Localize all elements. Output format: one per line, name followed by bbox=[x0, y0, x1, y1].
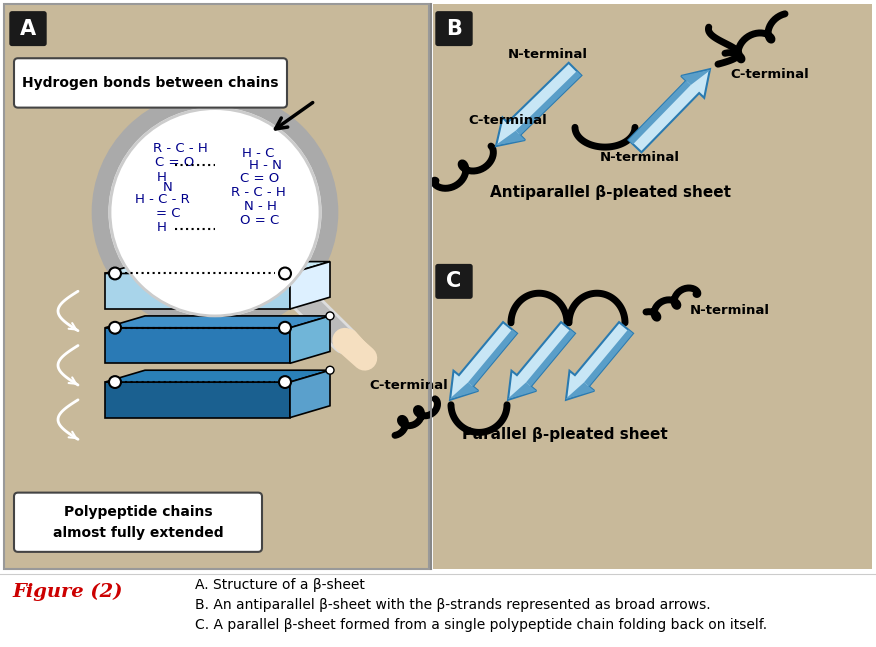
Text: O = C: O = C bbox=[240, 214, 279, 226]
Text: C = O: C = O bbox=[240, 172, 279, 185]
Polygon shape bbox=[290, 370, 330, 417]
Text: C. A parallel β-sheet formed from a single polypeptide chain folding back on its: C. A parallel β-sheet formed from a sing… bbox=[195, 618, 767, 632]
Polygon shape bbox=[526, 329, 575, 386]
Circle shape bbox=[109, 322, 121, 334]
FancyBboxPatch shape bbox=[14, 58, 287, 107]
Polygon shape bbox=[682, 70, 710, 85]
Circle shape bbox=[109, 268, 121, 280]
Polygon shape bbox=[290, 316, 330, 364]
Polygon shape bbox=[290, 261, 330, 309]
Text: H: H bbox=[157, 171, 167, 184]
Text: B: B bbox=[446, 19, 462, 39]
Text: C = O: C = O bbox=[155, 157, 194, 170]
Circle shape bbox=[279, 268, 291, 280]
Polygon shape bbox=[105, 316, 330, 328]
Polygon shape bbox=[105, 261, 330, 274]
Polygon shape bbox=[105, 370, 330, 382]
FancyBboxPatch shape bbox=[10, 12, 46, 45]
Circle shape bbox=[326, 312, 334, 320]
Polygon shape bbox=[628, 69, 710, 152]
Text: N - H: N - H bbox=[244, 200, 277, 213]
Text: A: A bbox=[20, 19, 36, 39]
Text: R - C - H: R - C - H bbox=[152, 142, 208, 155]
Text: N-terminal: N-terminal bbox=[690, 305, 770, 318]
Polygon shape bbox=[495, 131, 525, 146]
Text: R - C - H: R - C - H bbox=[230, 186, 286, 199]
Polygon shape bbox=[105, 274, 290, 309]
FancyBboxPatch shape bbox=[14, 492, 262, 552]
Polygon shape bbox=[584, 329, 633, 386]
Circle shape bbox=[326, 366, 334, 374]
Polygon shape bbox=[565, 382, 594, 399]
Polygon shape bbox=[105, 328, 290, 364]
Text: Antiparallel β-pleated sheet: Antiparallel β-pleated sheet bbox=[490, 185, 731, 200]
Text: H - C: H - C bbox=[242, 146, 274, 160]
Text: C-terminal: C-terminal bbox=[730, 67, 809, 80]
Polygon shape bbox=[507, 382, 536, 399]
Text: C: C bbox=[447, 271, 462, 291]
Text: = C: = C bbox=[156, 207, 180, 220]
Text: A. Structure of a β-sheet: A. Structure of a β-sheet bbox=[195, 578, 365, 591]
Bar bbox=[433, 4, 872, 569]
Polygon shape bbox=[628, 81, 691, 144]
Text: Figure (2): Figure (2) bbox=[12, 582, 123, 601]
Circle shape bbox=[279, 376, 291, 388]
Polygon shape bbox=[468, 329, 517, 386]
Circle shape bbox=[110, 109, 320, 316]
Text: N-terminal: N-terminal bbox=[600, 151, 680, 164]
FancyBboxPatch shape bbox=[436, 12, 472, 45]
Bar bbox=[4, 4, 429, 569]
FancyBboxPatch shape bbox=[436, 265, 472, 298]
Polygon shape bbox=[450, 322, 517, 400]
Polygon shape bbox=[105, 382, 290, 417]
Circle shape bbox=[279, 322, 291, 334]
Polygon shape bbox=[566, 322, 633, 400]
Text: Parallel β-pleated sheet: Parallel β-pleated sheet bbox=[463, 427, 668, 442]
Text: Hydrogen bonds between chains: Hydrogen bonds between chains bbox=[22, 76, 279, 90]
Text: H - C - R: H - C - R bbox=[135, 193, 189, 206]
Polygon shape bbox=[508, 322, 575, 400]
Polygon shape bbox=[516, 71, 582, 135]
Text: H: H bbox=[157, 221, 167, 234]
Text: N-terminal: N-terminal bbox=[508, 48, 588, 61]
Text: Polypeptide chains
almost fully extended: Polypeptide chains almost fully extended bbox=[53, 505, 223, 540]
Circle shape bbox=[100, 99, 330, 326]
Text: N: N bbox=[163, 181, 173, 194]
Text: B. An antiparallel β-sheet with the β-strands represented as broad arrows.: B. An antiparallel β-sheet with the β-st… bbox=[195, 598, 710, 612]
Circle shape bbox=[109, 376, 121, 388]
Text: C-terminal: C-terminal bbox=[468, 114, 547, 127]
Text: C-terminal: C-terminal bbox=[370, 378, 448, 391]
Polygon shape bbox=[449, 382, 478, 399]
Text: H - N: H - N bbox=[249, 159, 281, 172]
Polygon shape bbox=[496, 63, 582, 146]
